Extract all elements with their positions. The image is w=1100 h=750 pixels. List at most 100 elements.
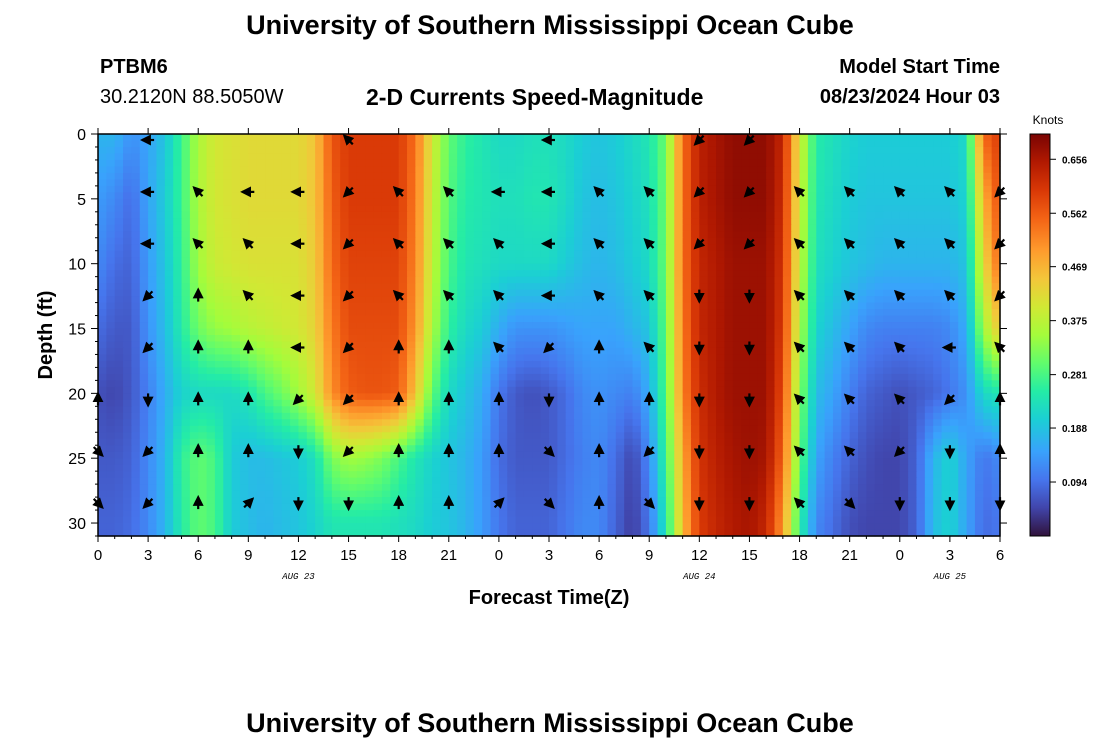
heatmap-cell [306, 315, 316, 323]
heatmap-cell [974, 393, 984, 401]
heatmap-cell [239, 296, 249, 304]
heatmap-cell [657, 296, 667, 304]
heatmap-cell [198, 425, 208, 433]
heatmap-cell [482, 296, 492, 304]
heatmap-cell [373, 406, 383, 414]
heatmap-cell [173, 393, 183, 401]
heatmap-cell [323, 386, 333, 394]
heatmap-cell [407, 360, 416, 369]
heatmap-cell [540, 419, 550, 427]
heatmap-cell [490, 328, 500, 336]
heatmap-cell [231, 360, 241, 369]
heatmap-cell [665, 393, 675, 401]
heatmap-cell [315, 257, 325, 265]
heatmap-cell [824, 237, 834, 245]
heatmap-cell [974, 289, 984, 297]
heatmap-cell [356, 276, 366, 284]
heatmap-cell [649, 302, 659, 310]
heatmap-cell [824, 367, 834, 375]
heatmap-cell [791, 367, 801, 375]
heatmap-cell [599, 224, 609, 232]
heatmap-cell [866, 425, 876, 433]
heatmap-cell [265, 244, 274, 252]
heatmap-cell [816, 211, 826, 219]
heatmap-cell [440, 211, 450, 219]
heatmap-cell [265, 250, 274, 258]
heatmap-cell [440, 335, 450, 343]
heatmap-cell [774, 367, 784, 375]
heatmap-cell [732, 335, 742, 343]
heatmap-cell [123, 237, 133, 245]
heatmap-cell [866, 399, 876, 407]
heatmap-cell [189, 335, 199, 343]
heatmap-cell [273, 412, 283, 420]
heatmap-cell [582, 406, 592, 414]
heatmap-cell [239, 309, 249, 317]
heatmap-cell [607, 134, 617, 142]
heatmap-cell [607, 360, 617, 369]
heatmap-cell [899, 257, 909, 265]
heatmap-cell [958, 380, 968, 388]
heatmap-cell [498, 231, 508, 239]
heatmap-cell [214, 302, 224, 310]
heatmap-cell [665, 399, 675, 407]
heatmap-cell [799, 328, 809, 336]
heatmap-cell [657, 231, 667, 239]
heatmap-cell [590, 276, 600, 284]
heatmap-cell [106, 179, 116, 187]
heatmap-cell [139, 360, 149, 369]
heatmap-cell [799, 263, 809, 271]
heatmap-cell [532, 322, 542, 330]
heatmap-cell [515, 159, 525, 168]
heatmap-cell [899, 211, 909, 219]
heatmap-cell [273, 309, 283, 317]
heatmap-cell [206, 412, 216, 420]
heatmap-cell [131, 270, 141, 278]
heatmap-cell [523, 322, 533, 330]
heatmap-cell [657, 393, 667, 401]
heatmap-cell [381, 224, 391, 232]
heatmap-cell [123, 257, 133, 265]
heatmap-cell [958, 289, 968, 297]
heatmap-cell [941, 159, 951, 168]
heatmap-cell [482, 257, 492, 265]
heatmap-cell [782, 425, 792, 433]
heatmap-cell [991, 153, 1001, 161]
heatmap-cell [356, 231, 366, 239]
heatmap-cell [590, 166, 600, 174]
heatmap-cell [916, 341, 926, 349]
heatmap-cell [649, 354, 659, 362]
heatmap-cell [507, 289, 517, 297]
heatmap-cell [624, 159, 634, 168]
heatmap-cell [423, 263, 433, 271]
heatmap-cell [941, 322, 951, 330]
heatmap-cell [682, 205, 692, 213]
heatmap-cell [557, 224, 567, 232]
heatmap-cell [899, 231, 909, 239]
heatmap-cell [248, 250, 258, 258]
heatmap-cell [599, 412, 609, 420]
heatmap-cell [574, 419, 584, 427]
heatmap-cell [674, 134, 684, 142]
heatmap-cell [574, 185, 584, 193]
heatmap-cell [774, 322, 784, 330]
heatmap-cell [540, 386, 550, 394]
heatmap-cell [365, 153, 375, 161]
heatmap-cell [440, 419, 450, 427]
heatmap-cell [640, 263, 650, 271]
heatmap-cell [690, 250, 700, 258]
heatmap-cell [523, 360, 533, 369]
heatmap-cell [348, 166, 358, 174]
heatmap-cell [507, 347, 517, 356]
heatmap-cell [365, 406, 375, 414]
heatmap-cell [173, 341, 183, 349]
heatmap-cell [640, 315, 650, 323]
heatmap-cell [574, 172, 584, 180]
heatmap-cell [933, 159, 943, 168]
heatmap-cell [331, 302, 341, 310]
heatmap-cell [239, 276, 249, 284]
heatmap-cell [891, 146, 901, 155]
heatmap-cell [281, 360, 291, 369]
heatmap-cell [624, 341, 634, 349]
heatmap-cell [933, 185, 943, 193]
